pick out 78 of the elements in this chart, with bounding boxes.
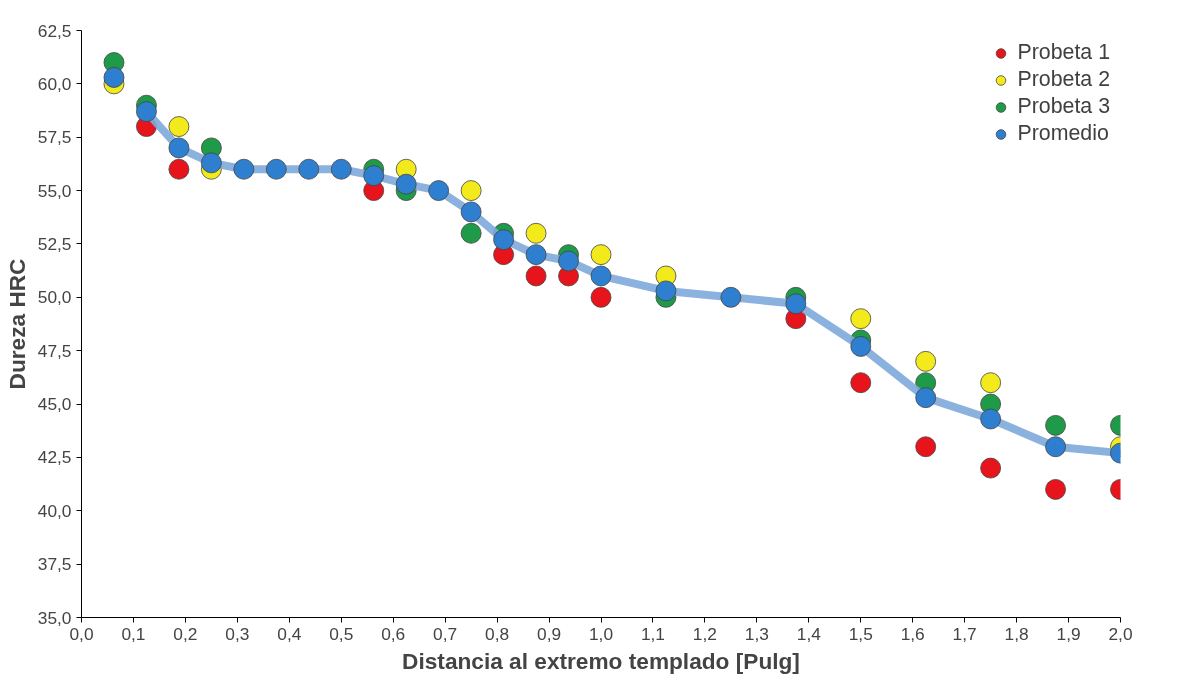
point xyxy=(168,116,190,137)
x-tick-label: 1,5 xyxy=(848,623,873,644)
x-tick-label: 0,7 xyxy=(433,623,458,644)
point xyxy=(265,158,287,180)
point xyxy=(395,173,417,195)
point xyxy=(460,201,482,223)
point xyxy=(525,222,547,244)
point xyxy=(590,244,612,266)
y-tick-label: 50,0 xyxy=(37,287,72,308)
point xyxy=(980,408,1002,430)
x-tick-label: 1,9 xyxy=(1056,623,1081,644)
point xyxy=(298,158,320,180)
x-tick-label: 0,3 xyxy=(225,623,250,644)
point xyxy=(233,158,255,180)
y-tick-label: 40,0 xyxy=(37,500,72,521)
y-tick-label: 57,5 xyxy=(37,127,72,148)
point xyxy=(590,265,612,287)
point xyxy=(168,137,190,159)
y-tick-label: 52,5 xyxy=(37,233,72,254)
y-tick-label: 47,5 xyxy=(37,340,72,361)
x-tick-label: 1,6 xyxy=(900,623,925,644)
y-tick-label: 35,0 xyxy=(37,607,72,628)
point xyxy=(850,336,872,357)
y-tick-label: 42,5 xyxy=(37,447,72,468)
x-tick-label: 2,0 xyxy=(1108,623,1133,644)
y-tick-label: 45,0 xyxy=(37,394,72,415)
point xyxy=(1045,436,1066,458)
point xyxy=(363,165,385,187)
point xyxy=(785,293,807,315)
point xyxy=(980,457,1002,479)
point xyxy=(915,350,937,372)
point xyxy=(330,158,352,180)
x-tick-label: 1,7 xyxy=(952,623,977,644)
y-tick-label: 55,0 xyxy=(37,180,72,201)
legend-label: Probeta 1 xyxy=(1017,40,1110,65)
point xyxy=(136,101,157,122)
point xyxy=(720,286,742,308)
point xyxy=(590,286,612,308)
point xyxy=(525,244,547,266)
y-tick-label: 60,0 xyxy=(37,73,72,94)
x-tick-label: 0,5 xyxy=(329,623,354,644)
point xyxy=(428,180,450,201)
point xyxy=(915,436,937,458)
x-tick-label: 1,4 xyxy=(796,623,822,644)
x-axis-title: Distancia al extremo templado [Pulg] xyxy=(402,647,800,674)
point xyxy=(168,158,190,180)
point xyxy=(980,372,1002,394)
x-tick-label: 0,9 xyxy=(537,623,562,644)
point xyxy=(850,372,872,394)
point xyxy=(915,387,937,409)
point xyxy=(493,229,514,251)
point xyxy=(200,152,222,174)
x-tick-label: 1,3 xyxy=(744,623,769,644)
point xyxy=(655,280,677,302)
x-tick-label: 1,0 xyxy=(588,623,614,644)
point xyxy=(850,308,872,330)
x-tick-label: 0,8 xyxy=(485,623,510,644)
x-tick-label: 1,1 xyxy=(640,623,665,644)
x-tick-label: 1,2 xyxy=(692,623,717,644)
y-tick-label: 37,5 xyxy=(37,554,72,575)
y-axis-title: Dureza HRC xyxy=(3,258,30,390)
point xyxy=(103,67,125,88)
point xyxy=(460,222,482,244)
x-tick-label: 0,1 xyxy=(121,623,146,644)
y-tick-label: 62,5 xyxy=(37,20,72,41)
point xyxy=(1045,415,1066,436)
point xyxy=(558,250,579,272)
legend-label: Promedio xyxy=(1017,121,1109,146)
point xyxy=(1045,479,1066,500)
x-tick-label: 0,2 xyxy=(173,623,198,644)
legend-label: Probeta 2 xyxy=(1017,67,1110,92)
x-tick-label: 1,8 xyxy=(1004,623,1029,644)
legend-label: Probeta 3 xyxy=(1017,94,1110,119)
x-tick-label: 0,6 xyxy=(381,623,406,644)
x-tick-label: 0,0 xyxy=(69,623,94,644)
point xyxy=(525,265,547,287)
point xyxy=(460,180,482,201)
x-tick-label: 0,4 xyxy=(277,623,302,644)
